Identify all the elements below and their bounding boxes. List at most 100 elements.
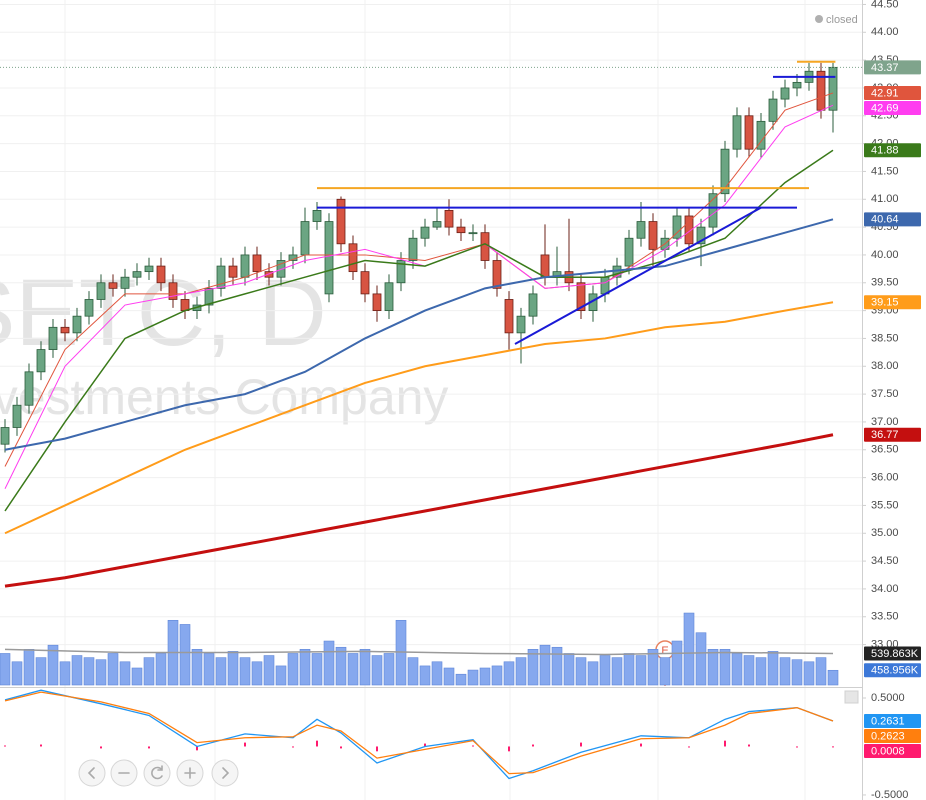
candle-body — [240, 254, 250, 278]
axis-tag-label: 36.77 — [871, 429, 899, 441]
volume-bar — [431, 661, 443, 686]
axis-tag — [864, 743, 921, 758]
candle-body — [828, 66, 838, 111]
candle-body — [420, 226, 430, 239]
volume-bar — [287, 653, 299, 686]
histogram-bar — [580, 742, 582, 747]
volume-bar — [611, 657, 623, 686]
volume-bar — [107, 653, 119, 686]
volume-bar — [671, 640, 683, 686]
volume-bar — [791, 659, 803, 686]
axis-tag — [864, 212, 921, 227]
candle-body — [384, 282, 394, 312]
candle-body — [576, 282, 586, 312]
volume-bar — [683, 612, 695, 686]
price-pane — [0, 3, 862, 646]
axis-tag — [864, 427, 921, 442]
candle-body — [0, 427, 10, 445]
volume-bar — [767, 651, 779, 686]
histogram-bar — [376, 746, 378, 752]
candle-body — [732, 115, 742, 150]
macd-line — [4, 689, 834, 780]
volume-bar — [731, 653, 743, 686]
y-tick-label: 35.50 — [871, 499, 899, 511]
candle-body — [108, 282, 118, 289]
histogram-bar — [292, 746, 294, 748]
histogram-bar — [640, 743, 642, 747]
candle-body — [528, 293, 538, 317]
volume-bar — [119, 661, 131, 686]
candle-body — [720, 148, 730, 195]
candle-body — [60, 326, 70, 334]
candle-body — [276, 260, 286, 278]
volume-bar — [587, 661, 599, 686]
volume-bar — [347, 653, 359, 686]
y-tick-label: 36.00 — [871, 471, 899, 483]
y-tick-label: 41.50 — [871, 165, 899, 177]
watermark: SETC, D Investments Company — [0, 260, 448, 425]
candle-body — [132, 271, 142, 278]
candle-body — [228, 265, 238, 278]
moving-average-line — [4, 149, 834, 512]
candle-body — [624, 237, 634, 267]
candle-body — [672, 215, 682, 239]
scroll-left-button[interactable] — [78, 759, 106, 787]
candle-body — [216, 265, 226, 289]
volume-bar — [575, 657, 587, 686]
reset-button[interactable] — [143, 759, 171, 787]
axis-tag — [864, 100, 921, 115]
volume-bar — [47, 644, 59, 686]
candle-body — [396, 260, 406, 284]
volume-bar — [191, 649, 203, 686]
axis-tag-label: 0.0008 — [871, 745, 905, 757]
volume-bar — [503, 661, 515, 686]
candle-body — [12, 404, 22, 428]
y-tick-label: 0.5000 — [871, 692, 905, 704]
y-tick-label: 37.50 — [871, 388, 899, 400]
earnings-label: E — [661, 645, 668, 657]
volume-bar — [311, 653, 323, 686]
candle-body — [264, 271, 274, 278]
volume-bar — [467, 669, 479, 686]
candle-body — [96, 282, 106, 300]
candle-body — [756, 120, 766, 150]
pane-settings-button[interactable] — [844, 690, 859, 704]
volume-bar — [227, 651, 239, 686]
volume-bar — [647, 649, 659, 686]
volume-bar — [143, 657, 155, 686]
candle-body — [492, 260, 502, 289]
volume-bar — [11, 661, 23, 686]
volume-bar — [551, 646, 563, 686]
candle-body — [372, 293, 382, 312]
histogram-bar — [472, 745, 474, 747]
zoom-out-button[interactable] — [110, 759, 138, 787]
y-tick-label: 39.50 — [871, 277, 899, 289]
volume-bar — [275, 665, 287, 686]
candle-body — [72, 315, 82, 334]
axis-tag — [864, 143, 921, 158]
candle-body — [480, 232, 490, 261]
candle-body — [24, 371, 34, 406]
scroll-right-button[interactable] — [211, 759, 239, 787]
candle-body — [36, 349, 46, 373]
candle-body — [84, 299, 94, 317]
volume-bar — [827, 669, 839, 686]
axis-tag-label: 458.956K — [871, 665, 919, 677]
y-tick-label: 35.00 — [871, 527, 899, 539]
zoom-in-button[interactable] — [176, 759, 204, 787]
macd-line — [4, 691, 834, 775]
histogram-bar — [340, 746, 342, 749]
histogram-bar — [40, 744, 42, 747]
volume-bar — [659, 657, 671, 686]
axis-tag — [864, 728, 921, 743]
volume-bar — [815, 657, 827, 686]
volume-bar — [491, 665, 503, 686]
axis-tag — [864, 60, 921, 75]
histogram-bar — [796, 746, 798, 748]
candle-body — [360, 271, 370, 295]
y-tick-label: 40.00 — [871, 249, 899, 261]
y-tick-label: 34.00 — [871, 583, 899, 595]
volume-bar — [335, 646, 347, 686]
axis-tag-label: 40.64 — [871, 214, 899, 226]
volume-bar — [383, 653, 395, 686]
